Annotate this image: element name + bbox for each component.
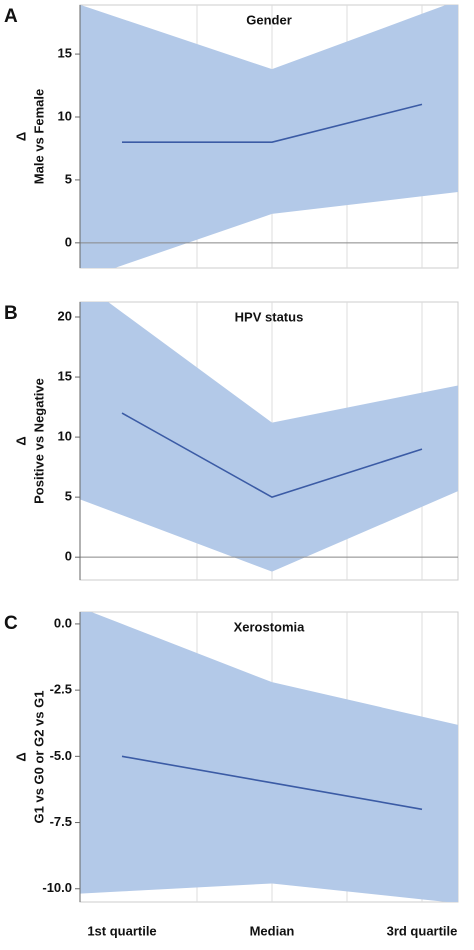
y-label: G1 vs G0 or G2 vs G1 bbox=[31, 691, 46, 824]
confidence-band bbox=[80, 302, 458, 572]
y-tick-label: 10 bbox=[58, 429, 72, 444]
x-tick-label: 1st quartile bbox=[87, 923, 156, 938]
panel-title: HPV status bbox=[235, 309, 304, 324]
y-tick-label: 10 bbox=[58, 108, 72, 123]
y-tick-label: -10.0 bbox=[42, 880, 72, 895]
y-tick-label: 0.0 bbox=[54, 615, 72, 630]
y-label: Male vs Female bbox=[31, 89, 46, 184]
y-label: Positive vs Negative bbox=[31, 378, 46, 504]
line bbox=[121, 755, 423, 811]
confidence-band bbox=[80, 5, 458, 268]
panel-label: B bbox=[4, 303, 18, 324]
y-tick-label: 0 bbox=[65, 549, 72, 564]
y-tick-label: -5.0 bbox=[50, 748, 72, 763]
y-label-symbol: Δ bbox=[13, 436, 28, 445]
x-tick-label: Median bbox=[250, 923, 295, 938]
line bbox=[122, 103, 423, 143]
panel-title: Xerostomia bbox=[234, 619, 306, 634]
line bbox=[121, 412, 423, 499]
confidence-band bbox=[80, 612, 458, 902]
y-label-symbol: Δ bbox=[13, 752, 28, 761]
y-tick-label: 5 bbox=[65, 489, 72, 504]
y-label-symbol: Δ bbox=[13, 132, 28, 141]
y-tick-label: 20 bbox=[58, 308, 72, 323]
y-tick-label: 5 bbox=[65, 171, 72, 186]
panel-label: C bbox=[4, 613, 18, 634]
panel-label: A bbox=[4, 6, 18, 27]
panel-title: Gender bbox=[246, 12, 292, 27]
y-tick-label: 15 bbox=[58, 46, 72, 61]
y-tick-label: 0 bbox=[65, 234, 72, 249]
y-tick-label: 15 bbox=[58, 368, 72, 383]
x-tick-label: 3rd quartile bbox=[387, 923, 458, 938]
y-tick-label: -7.5 bbox=[50, 814, 72, 829]
y-tick-label: -2.5 bbox=[50, 682, 72, 697]
